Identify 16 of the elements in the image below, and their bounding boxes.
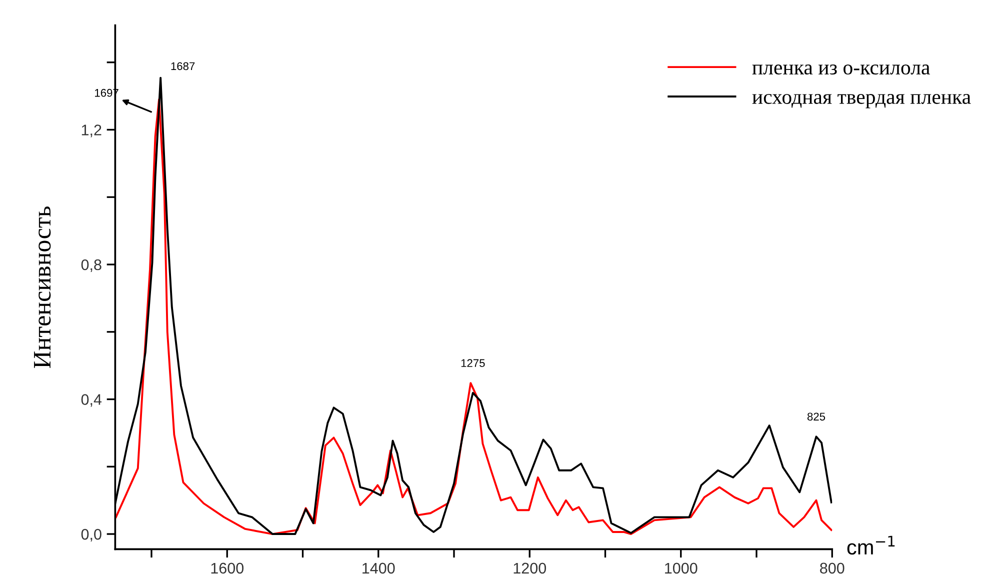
x-axis-title: cm$^{−1}$ <box>847 536 895 555</box>
legend-label: исходная твердая пленка <box>752 94 971 108</box>
x-tick-label: 1600 <box>211 562 244 574</box>
x-tick-label: 1400 <box>362 562 395 574</box>
annotation: 825 <box>807 412 826 421</box>
annotation: 1687 <box>171 62 195 70</box>
y-axis-title: Интенсивность <box>34 206 51 368</box>
y-tick-label: 1,2 <box>82 124 102 138</box>
y-tick-label: 0,0 <box>81 528 102 542</box>
y-tick-label: 0,8 <box>81 259 102 272</box>
x-tick-label: 800 <box>820 562 844 574</box>
y-tick-label: 0,4 <box>81 394 102 407</box>
legend-label: пленка из о-ксилола <box>752 64 930 75</box>
annotation: 1275 <box>461 359 485 368</box>
x-tick-label: 1000 <box>665 562 698 574</box>
x-tick-label: 1200 <box>514 562 546 574</box>
